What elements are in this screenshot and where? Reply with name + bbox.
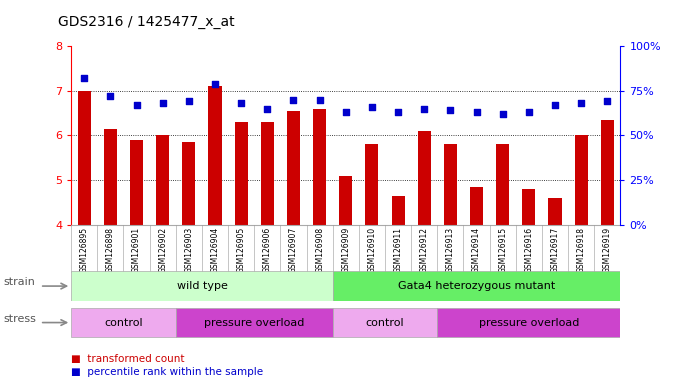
- Point: [210, 81, 220, 87]
- Point: [523, 109, 534, 115]
- Bar: [549, 198, 561, 225]
- Bar: [522, 189, 536, 225]
- Bar: [261, 122, 274, 225]
- Point: [367, 104, 378, 110]
- Text: ■  transformed count: ■ transformed count: [71, 354, 184, 364]
- Bar: [182, 142, 195, 225]
- Point: [131, 102, 142, 108]
- Point: [550, 102, 561, 108]
- Text: control: control: [365, 318, 404, 328]
- Bar: [71, 308, 176, 337]
- Bar: [333, 308, 437, 337]
- Point: [157, 100, 168, 106]
- Bar: [418, 131, 431, 225]
- Text: GSM126914: GSM126914: [472, 227, 481, 273]
- Text: pressure overload: pressure overload: [204, 318, 304, 328]
- Bar: [209, 86, 222, 225]
- Point: [576, 100, 586, 106]
- Bar: [444, 144, 457, 225]
- Point: [236, 100, 247, 106]
- Bar: [104, 129, 117, 225]
- Point: [602, 98, 613, 104]
- Point: [79, 75, 89, 81]
- Point: [471, 109, 482, 115]
- Text: GSM126902: GSM126902: [158, 227, 167, 273]
- Point: [184, 98, 195, 104]
- Point: [262, 106, 273, 112]
- Bar: [365, 144, 378, 225]
- Bar: [313, 109, 326, 225]
- Text: GSM126919: GSM126919: [603, 227, 612, 273]
- Point: [393, 109, 403, 115]
- Bar: [333, 271, 620, 301]
- Text: control: control: [104, 318, 143, 328]
- Bar: [437, 308, 620, 337]
- Text: GSM126904: GSM126904: [211, 227, 220, 273]
- Text: ■  percentile rank within the sample: ■ percentile rank within the sample: [71, 367, 263, 377]
- Bar: [575, 136, 588, 225]
- Bar: [339, 175, 353, 225]
- Bar: [130, 140, 143, 225]
- Bar: [78, 91, 91, 225]
- Text: GSM126907: GSM126907: [289, 227, 298, 273]
- Text: GSM126903: GSM126903: [184, 227, 193, 273]
- Bar: [71, 271, 333, 301]
- Text: GSM126917: GSM126917: [551, 227, 559, 273]
- Text: GDS2316 / 1425477_x_at: GDS2316 / 1425477_x_at: [58, 15, 235, 29]
- Text: GSM126909: GSM126909: [341, 227, 351, 273]
- Text: GSM126895: GSM126895: [80, 227, 89, 273]
- Text: GSM126905: GSM126905: [237, 227, 245, 273]
- Text: GSM126898: GSM126898: [106, 227, 115, 273]
- Text: GSM126913: GSM126913: [446, 227, 455, 273]
- Point: [419, 106, 430, 112]
- Text: stress: stress: [3, 314, 36, 324]
- Bar: [235, 122, 247, 225]
- Text: GSM126911: GSM126911: [394, 227, 403, 273]
- Bar: [392, 195, 405, 225]
- Point: [105, 93, 116, 99]
- Bar: [287, 111, 300, 225]
- Text: GSM126916: GSM126916: [524, 227, 534, 273]
- Text: wild type: wild type: [176, 281, 227, 291]
- Point: [288, 97, 299, 103]
- Point: [340, 109, 351, 115]
- Bar: [601, 120, 614, 225]
- Text: Gata4 heterozygous mutant: Gata4 heterozygous mutant: [398, 281, 555, 291]
- Bar: [156, 136, 170, 225]
- Point: [314, 97, 325, 103]
- Bar: [176, 308, 333, 337]
- Text: strain: strain: [3, 277, 35, 287]
- Text: pressure overload: pressure overload: [479, 318, 579, 328]
- Bar: [470, 187, 483, 225]
- Text: GSM126912: GSM126912: [420, 227, 428, 273]
- Text: GSM126901: GSM126901: [132, 227, 141, 273]
- Bar: [496, 144, 509, 225]
- Point: [445, 107, 456, 113]
- Text: GSM126908: GSM126908: [315, 227, 324, 273]
- Text: GSM126915: GSM126915: [498, 227, 507, 273]
- Text: GSM126906: GSM126906: [263, 227, 272, 273]
- Text: GSM126910: GSM126910: [367, 227, 376, 273]
- Point: [497, 111, 508, 117]
- Text: GSM126918: GSM126918: [577, 227, 586, 273]
